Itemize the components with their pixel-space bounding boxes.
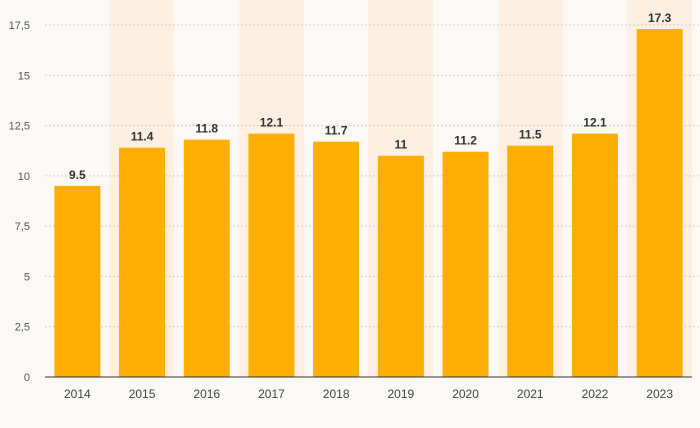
x-tick-label: 2019 [387, 387, 414, 401]
value-label: 9.5 [69, 168, 86, 182]
value-label: 11.5 [519, 128, 542, 142]
value-label: 11.2 [454, 134, 477, 148]
value-label: 11 [395, 138, 408, 152]
x-tick-label: 2018 [323, 387, 350, 401]
bar-2019 [377, 155, 424, 377]
value-label: 17.3 [648, 11, 672, 25]
x-axis-ticks: 2014 2015 2016 2017 2018 2019 2020 2021 2022 2023 [64, 387, 673, 401]
x-tick-label: 2021 [517, 387, 544, 401]
y-tick-label: 5 [24, 271, 30, 283]
value-label: 11.4 [131, 130, 154, 144]
bar-2014 [54, 185, 101, 377]
x-tick-label: 2023 [646, 387, 673, 401]
bar-2023 [636, 29, 683, 377]
bar-2016 [183, 139, 230, 377]
value-label: 11.7 [325, 124, 348, 138]
y-tick-label: 12,5 [9, 121, 30, 133]
bar-2015 [119, 147, 166, 377]
y-tick-label: 15 [18, 70, 30, 82]
value-labels: 9.5 11.4 11.8 12.1 11.7 11 11.2 11.5 12.1 17.3 [69, 11, 672, 182]
y-axis-ticks: 0 2,5 5 7,5 10 12,5 15 17,5 [9, 20, 30, 384]
x-tick-label: 2016 [193, 387, 220, 401]
bar-2017 [248, 133, 295, 377]
y-tick-label: 17,5 [9, 20, 30, 32]
x-tick-label: 2015 [129, 387, 156, 401]
y-tick-label: 7,5 [15, 221, 30, 233]
bar-2022 [571, 133, 618, 377]
bar-2020 [442, 151, 489, 377]
x-tick-label: 2022 [582, 387, 609, 401]
value-label: 11.8 [195, 122, 218, 136]
y-tick-label: 10 [18, 171, 30, 183]
value-label: 12.1 [583, 116, 607, 130]
bar-2018 [313, 141, 360, 377]
value-label: 12.1 [260, 116, 284, 130]
y-tick-label: 0 [24, 372, 30, 384]
x-tick-label: 2014 [64, 387, 91, 401]
y-tick-label: 2,5 [15, 322, 30, 334]
x-tick-label: 2017 [258, 387, 285, 401]
x-tick-label: 2020 [452, 387, 479, 401]
bar-2021 [507, 145, 554, 377]
bars [54, 29, 683, 377]
